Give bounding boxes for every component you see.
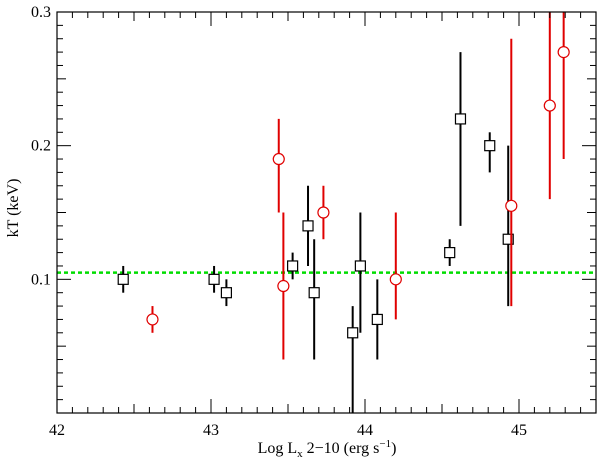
x-axis-title-superscript: −1 (379, 438, 391, 450)
data-layer (117, 12, 570, 413)
x-axis-title: Log Lx 2−10 (erg s−1) (258, 438, 397, 460)
x-tick-label: 45 (511, 422, 527, 439)
y-tick-label: 0.3 (31, 4, 51, 21)
square-point-2 (220, 287, 232, 299)
circle-point-1 (272, 152, 285, 166)
square-point-4 (302, 220, 314, 232)
square-point-11 (484, 140, 496, 152)
x-tick-label: 44 (357, 422, 373, 439)
circle-point-4 (389, 273, 402, 286)
square-point-3 (287, 260, 299, 272)
circle-point-6 (543, 99, 556, 112)
square-point-7 (354, 260, 366, 272)
y-tick-label: 0.2 (31, 138, 51, 155)
y-tick-label: 0.1 (31, 271, 51, 288)
x-tick-label: 42 (49, 422, 65, 439)
circle-point-3 (317, 206, 330, 219)
x-axis-title-subscript: x (297, 448, 303, 460)
circle-point-2 (277, 279, 290, 293)
x-axis-title-close: ) (391, 440, 396, 457)
square-point-9 (444, 247, 456, 259)
square-point-8 (371, 313, 383, 326)
circle-point-0 (146, 313, 159, 326)
square-point-5 (308, 287, 320, 299)
square-point-6 (347, 327, 359, 339)
square-point-0 (117, 273, 129, 285)
square-point-12 (502, 233, 514, 245)
x-tick-label: 43 (203, 422, 219, 439)
square-point-10 (454, 113, 467, 125)
x-axis-title-rest: 2−10 (erg s (303, 440, 380, 457)
circle-point-7 (557, 45, 570, 59)
x-axis-title-main: Log L (258, 440, 298, 457)
square-point-1 (208, 273, 220, 285)
y-axis-title: kT (keV) (5, 179, 22, 238)
plot-area: 42 43 44 45 0.1 0.2 0.3 (31, 4, 597, 439)
circle-point-5 (505, 199, 518, 212)
